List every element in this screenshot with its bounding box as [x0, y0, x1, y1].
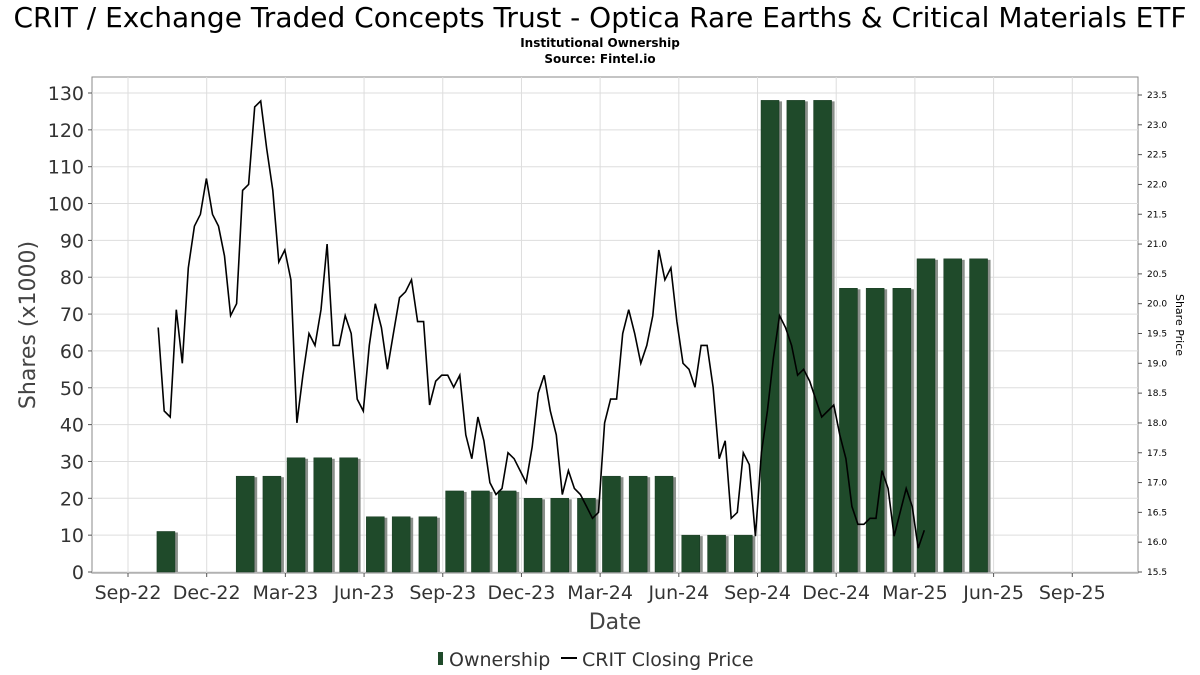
ownership-bar: [497, 490, 517, 573]
y2-tick-label: 22.0: [1147, 180, 1167, 190]
ownership-bar: [943, 258, 962, 573]
ownership-bar: [916, 258, 936, 573]
y2-tick-label: 19.5: [1147, 330, 1167, 340]
x-tick-label: Mar-24: [567, 582, 633, 604]
x-tick-label: Dec-22: [173, 582, 241, 604]
y2-tick-label: 17.5: [1147, 449, 1167, 459]
ownership-bar: [813, 100, 832, 573]
y2-tick-label: 21.5: [1147, 210, 1167, 220]
ownership-bar: [391, 516, 411, 573]
ownership-bars: [156, 100, 991, 573]
x-tick-label: Jun-24: [647, 582, 709, 604]
y2-tick-label: 18.5: [1147, 389, 1167, 399]
y2-tick-label: 20.5: [1147, 270, 1167, 280]
y2-tick-label: 16.0: [1147, 538, 1167, 548]
y-axis-label: Shares (x1000): [16, 241, 41, 409]
y-tick-label: 90: [60, 230, 84, 252]
price-line-layer: [157, 99, 926, 549]
y-tick-label: 0: [72, 562, 84, 584]
ownership-bar: [760, 100, 780, 573]
y-tick-label: 110: [48, 157, 84, 179]
ownership-bar: [707, 534, 726, 573]
ownership-bar: [523, 498, 543, 573]
y2-tick-label: 19.0: [1147, 359, 1167, 369]
legend-ownership-swatch: [438, 652, 443, 665]
x-tick-label: Sep-25: [1039, 582, 1106, 604]
x-tick-label: Sep-23: [409, 582, 476, 604]
ownership-bar: [681, 534, 700, 573]
ownership-bar: [577, 498, 596, 573]
ownership-bar: [892, 288, 912, 573]
legend: Ownership CRIT Closing Price: [438, 649, 754, 671]
ownership-bar: [471, 490, 490, 573]
ownership-bar: [865, 288, 885, 573]
x-tick-label: Jun-25: [962, 582, 1024, 604]
x-tick-label: Dec-23: [488, 582, 556, 604]
ownership-bar: [839, 288, 858, 573]
ownership-bar: [550, 498, 569, 573]
y2-tick-label: 23.0: [1147, 121, 1167, 131]
chart-subtitle: Institutional Ownership: [520, 36, 680, 50]
y-tick-label: 10: [60, 525, 84, 547]
y-tick-label: 80: [60, 267, 84, 289]
ownership-bar: [339, 457, 358, 573]
axes: 0 10 20 30 40 50 60 70 80 90 100 110 120 130 15.5 16.0 1…: [48, 83, 1168, 604]
y2-tick-label: 18.0: [1147, 419, 1167, 429]
ownership-bar: [262, 475, 282, 573]
y-tick-label: 130: [48, 83, 84, 105]
ownership-bar: [445, 490, 464, 573]
y-tick-label: 30: [60, 451, 84, 473]
y2-tick-label: 15.5: [1147, 568, 1167, 578]
ownership-bar: [969, 258, 988, 573]
price-line: [157, 99, 926, 549]
y2-tick-label: 20.0: [1147, 300, 1167, 310]
y2-tick-label: 22.5: [1147, 151, 1167, 161]
ownership-bar: [734, 534, 753, 573]
y2-axis-label: Share Price: [1173, 294, 1186, 356]
y-tick-label: 40: [60, 415, 84, 437]
y-tick-label: 60: [60, 341, 84, 363]
x-tick-label: Mar-25: [882, 582, 948, 604]
y2-tick-label: 16.5: [1147, 508, 1167, 518]
y-tick-label: 20: [60, 488, 84, 510]
y-tick-label: 120: [48, 120, 84, 142]
ownership-bar: [602, 475, 621, 573]
x-tick-label: Mar-23: [253, 582, 319, 604]
y-tick-label: 70: [60, 304, 84, 326]
y2-tick-label: 23.5: [1147, 91, 1167, 101]
x-tick-label: Sep-22: [95, 582, 162, 604]
chart-title: CRIT / Exchange Traded Concepts Trust - …: [14, 1, 1187, 34]
ownership-bar: [654, 475, 674, 573]
y2-tick-label: 21.0: [1147, 240, 1167, 250]
x-tick-label: Dec-24: [802, 582, 870, 604]
legend-ownership-label: Ownership: [449, 649, 550, 671]
ownership-bar: [156, 531, 176, 573]
ownership-bar: [235, 475, 255, 573]
y-tick-label: 100: [48, 194, 84, 216]
legend-price-label: CRIT Closing Price: [582, 649, 754, 671]
ownership-bar: [786, 100, 806, 573]
ownership-bar: [628, 475, 648, 573]
y-tick-label: 50: [60, 378, 84, 400]
x-tick-label: Sep-24: [724, 582, 791, 604]
x-axis-label: Date: [589, 610, 642, 635]
chart-source: Source: Fintel.io: [544, 52, 655, 66]
ownership-bar: [286, 457, 306, 573]
ownership-bar: [366, 516, 385, 573]
ownership-bar: [418, 516, 438, 573]
x-tick-label: Jun-23: [333, 582, 395, 604]
ownership-bar: [313, 457, 333, 573]
y2-tick-label: 17.0: [1147, 479, 1167, 489]
